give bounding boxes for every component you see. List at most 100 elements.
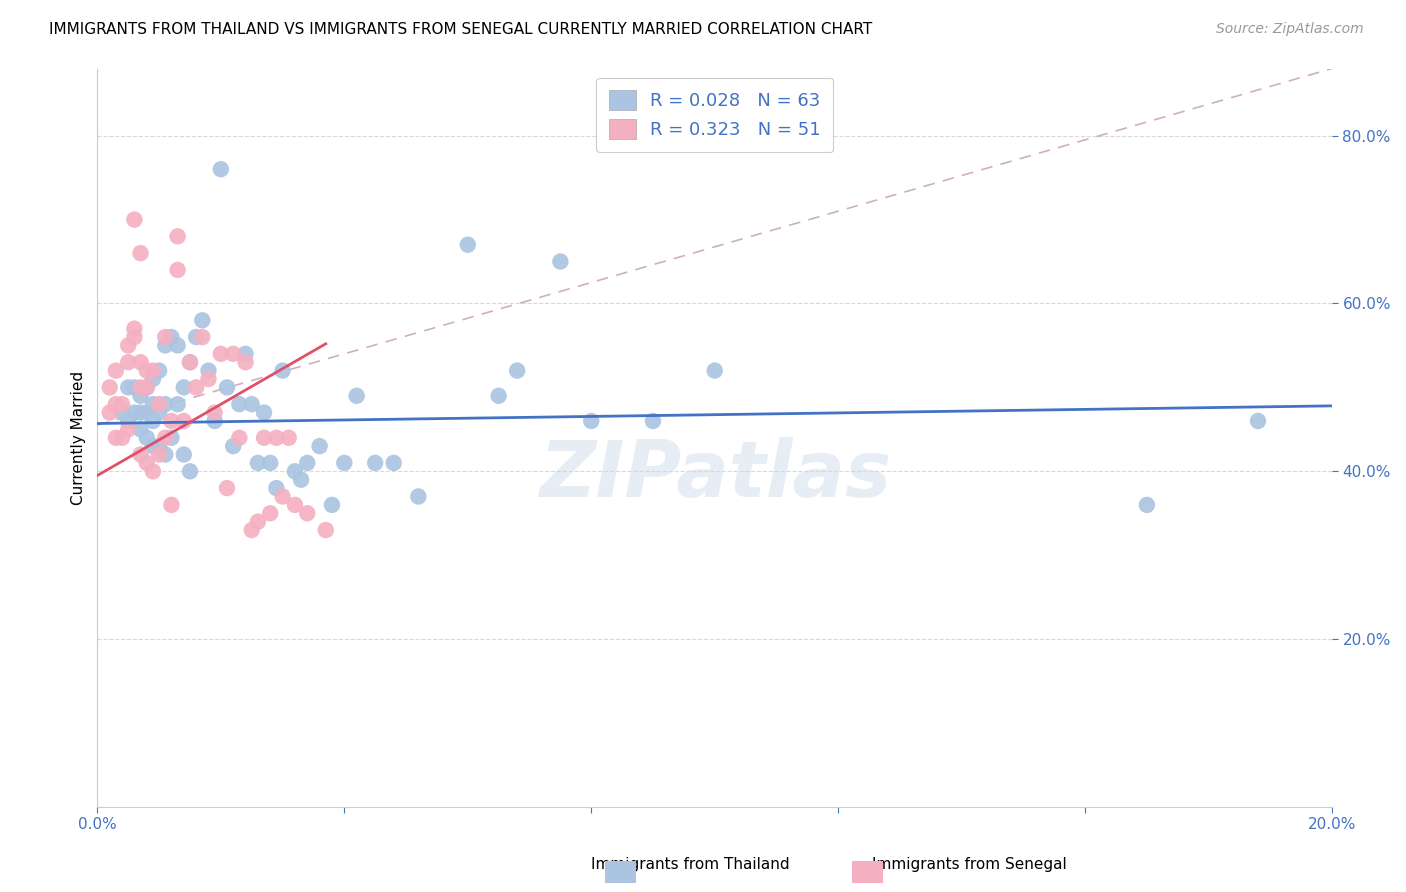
Point xyxy=(135,431,157,445)
Point xyxy=(246,456,269,470)
Point xyxy=(117,414,139,428)
Point xyxy=(155,397,177,411)
Point xyxy=(135,456,157,470)
Point xyxy=(98,406,121,420)
Point xyxy=(142,363,165,377)
Point xyxy=(173,380,195,394)
Point xyxy=(209,347,232,361)
Point xyxy=(184,330,207,344)
Point xyxy=(204,414,226,428)
Point xyxy=(160,330,183,344)
Point xyxy=(148,448,170,462)
Point xyxy=(129,355,152,369)
Point xyxy=(142,464,165,478)
Point xyxy=(104,363,127,377)
Point xyxy=(148,397,170,411)
Point xyxy=(284,464,307,478)
Point xyxy=(111,406,134,420)
Point xyxy=(215,481,238,495)
Point xyxy=(297,456,319,470)
Point xyxy=(135,406,157,420)
Point xyxy=(124,330,146,344)
Point xyxy=(321,498,343,512)
Point xyxy=(253,431,276,445)
Point xyxy=(166,397,188,411)
Point xyxy=(124,406,146,420)
Point xyxy=(315,523,337,537)
Point xyxy=(246,515,269,529)
Point xyxy=(222,439,245,453)
Point xyxy=(290,473,312,487)
Point xyxy=(240,397,263,411)
Point xyxy=(297,506,319,520)
Point xyxy=(197,372,219,386)
Point xyxy=(581,414,603,428)
Point xyxy=(117,338,139,352)
Point xyxy=(222,347,245,361)
Point xyxy=(259,506,281,520)
Point xyxy=(129,406,152,420)
Text: Immigrants from Thailand: Immigrants from Thailand xyxy=(591,857,789,872)
Point xyxy=(259,456,281,470)
Y-axis label: Currently Married: Currently Married xyxy=(72,371,86,505)
Point xyxy=(179,355,201,369)
Point xyxy=(166,263,188,277)
Point xyxy=(382,456,405,470)
Point xyxy=(204,406,226,420)
Point xyxy=(148,439,170,453)
Point xyxy=(155,338,177,352)
Point xyxy=(457,237,479,252)
Point xyxy=(160,414,183,428)
Legend: R = 0.028   N = 63, R = 0.323   N = 51: R = 0.028 N = 63, R = 0.323 N = 51 xyxy=(596,78,834,152)
Point xyxy=(129,246,152,260)
Point xyxy=(179,355,201,369)
Point xyxy=(284,498,307,512)
Point xyxy=(166,229,188,244)
Point xyxy=(1247,414,1270,428)
Text: Source: ZipAtlas.com: Source: ZipAtlas.com xyxy=(1216,22,1364,37)
Point xyxy=(228,431,250,445)
Point xyxy=(191,313,214,327)
Point xyxy=(333,456,356,470)
Point xyxy=(271,363,294,377)
Point xyxy=(160,431,183,445)
Text: Immigrants from Senegal: Immigrants from Senegal xyxy=(872,857,1067,872)
Point xyxy=(142,439,165,453)
Text: IMMIGRANTS FROM THAILAND VS IMMIGRANTS FROM SENEGAL CURRENTLY MARRIED CORRELATIO: IMMIGRANTS FROM THAILAND VS IMMIGRANTS F… xyxy=(49,22,873,37)
Point xyxy=(129,380,152,394)
Point xyxy=(173,414,195,428)
Point xyxy=(179,464,201,478)
Point xyxy=(111,397,134,411)
Point xyxy=(703,363,725,377)
Point xyxy=(111,431,134,445)
Text: ZIPatlas: ZIPatlas xyxy=(538,437,891,513)
Point xyxy=(135,363,157,377)
Point xyxy=(346,389,368,403)
Point xyxy=(148,363,170,377)
Point xyxy=(155,448,177,462)
Point xyxy=(142,372,165,386)
Point xyxy=(506,363,529,377)
Point xyxy=(209,162,232,177)
Point xyxy=(191,330,214,344)
Point xyxy=(117,380,139,394)
Point xyxy=(155,431,177,445)
Point xyxy=(160,498,183,512)
Point xyxy=(408,490,430,504)
Point xyxy=(253,406,276,420)
Point xyxy=(364,456,387,470)
Point xyxy=(271,490,294,504)
Point xyxy=(135,380,157,394)
Point xyxy=(155,330,177,344)
Point xyxy=(1136,498,1159,512)
Point xyxy=(117,422,139,436)
Point xyxy=(129,422,152,436)
Point xyxy=(235,347,257,361)
Point xyxy=(124,212,146,227)
Point xyxy=(308,439,330,453)
Point xyxy=(104,397,127,411)
Point xyxy=(215,380,238,394)
Point xyxy=(104,431,127,445)
Point xyxy=(129,448,152,462)
Point xyxy=(197,363,219,377)
